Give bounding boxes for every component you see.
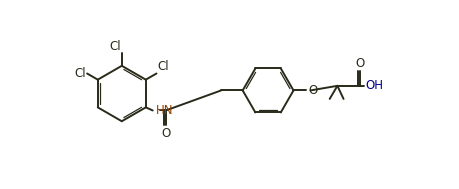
Text: OH: OH — [364, 79, 382, 92]
Text: O: O — [308, 84, 317, 97]
Text: O: O — [354, 57, 364, 70]
Text: Cl: Cl — [109, 40, 121, 53]
Text: O: O — [161, 127, 170, 140]
Text: Cl: Cl — [74, 67, 85, 80]
Text: HN: HN — [156, 104, 173, 117]
Text: Cl: Cl — [157, 60, 168, 73]
